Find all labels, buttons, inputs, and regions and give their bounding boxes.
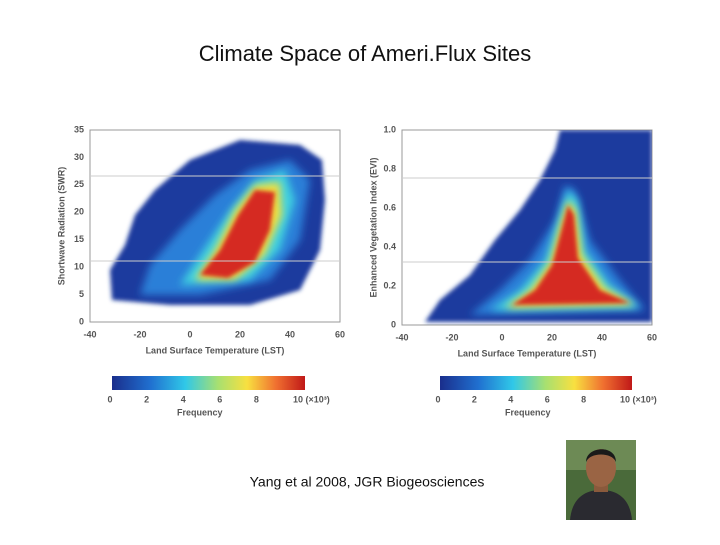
x-tick-label: -20 <box>133 329 146 339</box>
x-tick-label: 40 <box>597 332 607 342</box>
x-tick-label: 60 <box>335 329 345 339</box>
colorbar-tick-label: 6 <box>545 394 550 404</box>
y-tick-label: 0.6 <box>383 202 396 212</box>
y-tick-label: 1.0 <box>383 124 396 134</box>
colorbar-tick-label: 8 <box>581 394 586 404</box>
colorbar-tick-label: 2 <box>144 394 149 404</box>
x-tick-label: -20 <box>445 332 458 342</box>
portrait-photo <box>566 440 636 520</box>
y-tick-label: 10 <box>74 262 84 272</box>
x-tick-label: 40 <box>285 329 295 339</box>
x-axis-label: Land Surface Temperature (LST) <box>458 348 597 358</box>
x-tick-label: 20 <box>235 329 245 339</box>
slide-title: Climate Space of Ameri.Flux Sites <box>199 41 532 66</box>
colorbar-label: Frequency <box>177 407 223 417</box>
y-tick-label: 20 <box>74 207 84 217</box>
colorbar <box>112 376 305 390</box>
colorbar-tick-label: 10 (×10³) <box>620 394 657 404</box>
colorbar-tick-label: 0 <box>435 394 440 404</box>
y-axis-label: Enhanced Vegetation Index (EVI) <box>368 157 378 297</box>
y-tick-label: 5 <box>79 289 84 299</box>
x-axis-label: Land Surface Temperature (LST) <box>146 345 285 355</box>
y-tick-label: 30 <box>74 152 84 162</box>
x-tick-label: -40 <box>395 332 408 342</box>
y-tick-label: 0 <box>391 319 396 329</box>
x-tick-label: -40 <box>83 329 96 339</box>
colorbar-tick-label: 10 (×10³) <box>293 394 330 404</box>
colorbar-tick-label: 8 <box>254 394 259 404</box>
x-tick-label: 20 <box>547 332 557 342</box>
colorbar <box>440 376 632 390</box>
y-tick-label: 0.8 <box>383 163 396 173</box>
colorbar-label: Frequency <box>505 407 551 417</box>
y-tick-label: 0.4 <box>383 241 396 251</box>
colorbar-tick-label: 2 <box>472 394 477 404</box>
colorbar-tick-label: 4 <box>181 394 186 404</box>
x-tick-label: 0 <box>187 329 192 339</box>
colorbar-tick-label: 0 <box>107 394 112 404</box>
y-tick-label: 35 <box>74 124 84 134</box>
y-tick-label: 15 <box>74 234 84 244</box>
y-axis-label: Shortwave Radiation (SWR) <box>56 167 66 286</box>
colorbar-tick-label: 4 <box>508 394 513 404</box>
caption: Yang et al 2008, JGR Biogeosciences <box>250 474 485 490</box>
y-tick-label: 25 <box>74 179 84 189</box>
x-tick-label: 0 <box>499 332 504 342</box>
y-tick-label: 0 <box>79 316 84 326</box>
x-tick-label: 60 <box>647 332 657 342</box>
colorbar-tick-label: 6 <box>217 394 222 404</box>
y-tick-label: 0.2 <box>383 280 396 290</box>
